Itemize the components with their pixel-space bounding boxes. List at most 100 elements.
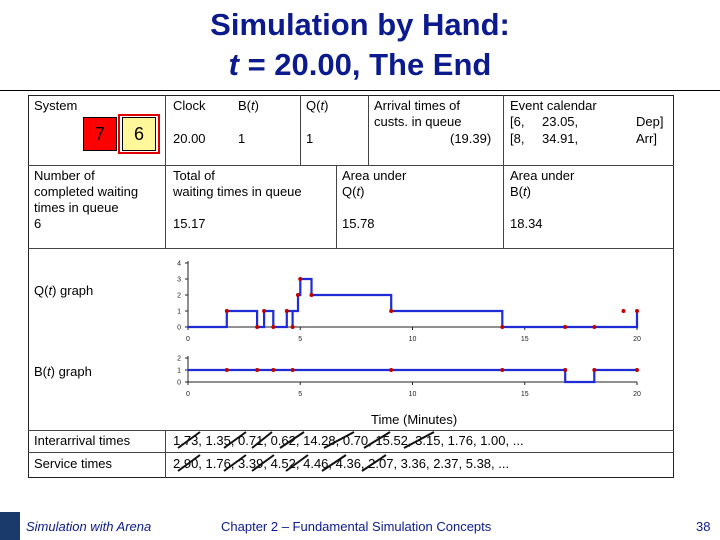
y-tick-label: 0 bbox=[177, 325, 181, 332]
service-label: Service times bbox=[34, 456, 113, 471]
arrival-value: (19.39) bbox=[450, 131, 492, 146]
col-divider-a bbox=[165, 95, 166, 248]
title-rule bbox=[0, 90, 720, 91]
event-row1-a: [6, bbox=[510, 114, 525, 129]
slide-title-line2: t = 20.00, The End bbox=[0, 46, 720, 84]
event-row1-c: Dep] bbox=[636, 114, 664, 129]
area-q-value: 15.78 bbox=[342, 216, 375, 231]
data-point bbox=[592, 368, 597, 372]
area-q-label-2: Q(t) bbox=[342, 184, 365, 199]
event-row1-b: 23.05, bbox=[542, 114, 579, 129]
series-line bbox=[188, 277, 639, 329]
strike-mark bbox=[363, 431, 391, 449]
b-graph-label: B(t) graph bbox=[34, 364, 92, 379]
strike-mark bbox=[285, 454, 309, 472]
strike-mark bbox=[223, 431, 247, 449]
col-divider-e bbox=[336, 165, 337, 248]
row-divider-4 bbox=[28, 452, 674, 453]
strike-mark bbox=[323, 431, 355, 449]
x-tick-label: 15 bbox=[521, 336, 529, 343]
footer-center: Chapter 2 – Fundamental Simulation Conce… bbox=[221, 519, 492, 534]
queue-customer-box: 7 bbox=[83, 117, 117, 151]
total-value: 15.17 bbox=[173, 216, 206, 231]
y-tick-label: 2 bbox=[177, 356, 181, 363]
data-point bbox=[621, 309, 626, 313]
data-point bbox=[500, 368, 505, 372]
y-tick-label: 0 bbox=[177, 380, 181, 387]
x-tick-label: 20 bbox=[633, 336, 641, 343]
series-line bbox=[188, 368, 637, 384]
interarrival-label: Interarrival times bbox=[34, 433, 131, 448]
arrival-label-1: Arrival times of bbox=[374, 98, 460, 113]
area-b-value: 18.34 bbox=[510, 216, 543, 231]
row-divider-2 bbox=[28, 248, 674, 249]
data-point bbox=[500, 325, 505, 329]
strike-mark bbox=[361, 454, 387, 472]
row-divider-1 bbox=[28, 165, 674, 166]
data-point bbox=[284, 309, 289, 313]
strike-mark bbox=[251, 431, 273, 449]
data-point bbox=[592, 325, 597, 329]
data-point bbox=[271, 368, 276, 372]
strike-mark bbox=[177, 454, 201, 472]
x-tick-label: 5 bbox=[298, 391, 302, 398]
data-point bbox=[262, 309, 267, 313]
qt-value: 1 bbox=[306, 131, 314, 146]
data-point bbox=[563, 325, 568, 329]
event-row2-c: Arr] bbox=[636, 131, 657, 146]
total-label-1: Total of bbox=[173, 168, 215, 183]
x-tick-label: 10 bbox=[409, 391, 417, 398]
data-point bbox=[298, 277, 303, 281]
completed-label-1: Number of bbox=[34, 168, 95, 183]
data-point bbox=[563, 368, 568, 372]
event-row2-b: 34.91, bbox=[542, 131, 579, 146]
data-point bbox=[224, 309, 229, 313]
clock-label: Clock bbox=[173, 98, 206, 113]
col-divider-d bbox=[503, 95, 504, 248]
row-divider-3 bbox=[28, 430, 674, 431]
footer-page: 38 bbox=[696, 519, 711, 534]
simulation-panel bbox=[28, 95, 674, 478]
x-tick-label: 0 bbox=[186, 336, 190, 343]
clock-value: 20.00 bbox=[173, 131, 206, 146]
data-point bbox=[224, 368, 229, 372]
bt-value: 1 bbox=[238, 131, 246, 146]
server-customer-box: 6 bbox=[122, 117, 156, 151]
y-tick-label: 1 bbox=[177, 368, 181, 375]
strike-marks bbox=[177, 431, 435, 472]
strike-mark bbox=[279, 431, 305, 449]
completed-value: 6 bbox=[34, 216, 42, 231]
area-b-label-2: B(t) bbox=[510, 184, 531, 199]
title-t: t bbox=[228, 47, 239, 82]
bt-label: B(t) bbox=[238, 98, 259, 113]
x-tick-label: 0 bbox=[186, 391, 190, 398]
data-point bbox=[296, 293, 301, 297]
event-calendar-label: Event calendar bbox=[510, 98, 597, 113]
strike-mark bbox=[403, 431, 435, 449]
q-graph-label: Q(t) graph bbox=[34, 283, 94, 298]
data-point bbox=[290, 325, 295, 329]
qt-label: Q(t) bbox=[306, 98, 329, 113]
event-row2-a: [8, bbox=[510, 131, 525, 146]
y-tick-label: 1 bbox=[177, 309, 181, 316]
data-point bbox=[255, 368, 260, 372]
total-label-2: waiting times in queue bbox=[173, 184, 302, 199]
completed-label-2: completed waiting bbox=[34, 184, 139, 199]
data-point bbox=[271, 325, 276, 329]
y-tick-label: 2 bbox=[177, 293, 181, 300]
q-chart: 0 1 2 3 4 0 5 10 15 20 bbox=[177, 261, 641, 344]
data-point bbox=[309, 293, 314, 297]
data-point bbox=[290, 368, 295, 372]
slide-title-line1: Simulation by Hand: bbox=[210, 7, 510, 42]
x-tick-label: 5 bbox=[298, 336, 302, 343]
area-q-label-1: Area under bbox=[342, 168, 407, 183]
col-divider-f bbox=[165, 430, 166, 478]
system-label: System bbox=[34, 98, 78, 113]
strike-mark bbox=[223, 454, 247, 472]
area-b-label-1: Area under bbox=[510, 168, 575, 183]
data-point bbox=[635, 309, 639, 313]
interarrival-values: 1.73, 1.35, 0.71, 0.62, 14.28, 0.70, 15.… bbox=[173, 433, 524, 448]
y-tick-label: 4 bbox=[177, 261, 181, 268]
